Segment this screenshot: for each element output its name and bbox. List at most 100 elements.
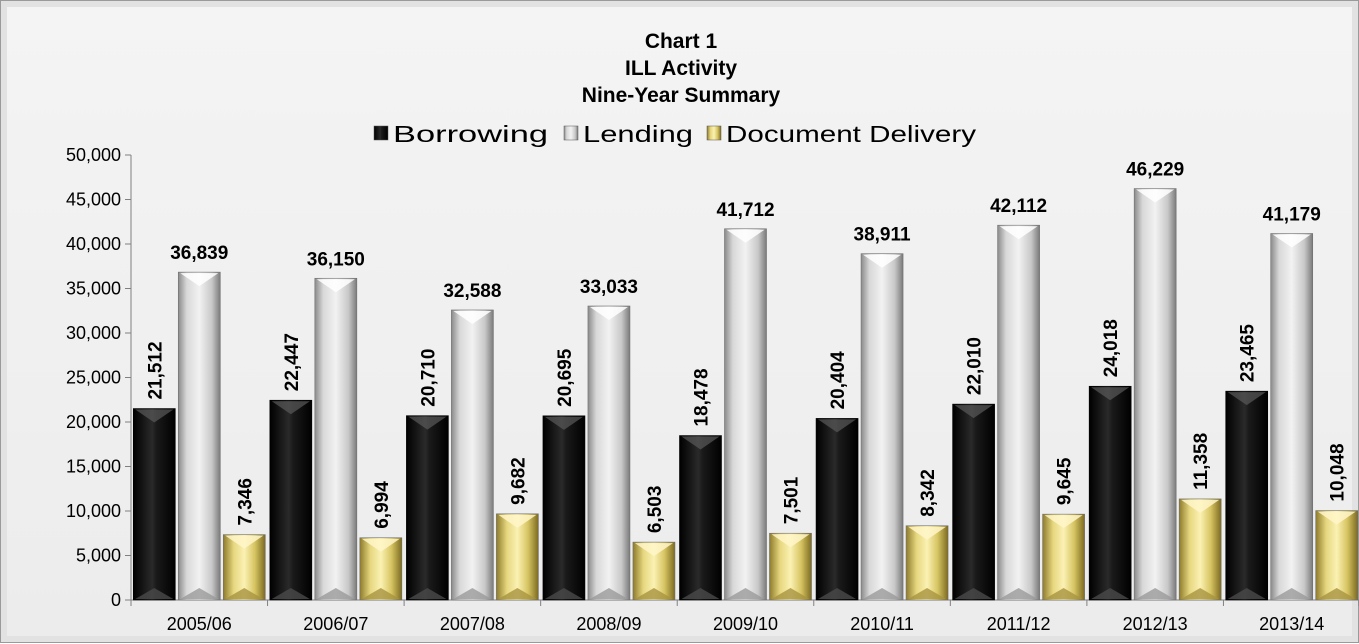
x-tick-label: 2008/09	[576, 614, 641, 634]
bar-bevel-top	[863, 254, 902, 268]
bar-borrowing	[952, 403, 995, 601]
bar-lending	[314, 277, 358, 601]
bar-bevel-top	[316, 279, 355, 293]
bar-bevel-top	[1227, 392, 1266, 406]
bar-bevel-top	[1136, 189, 1175, 203]
x-tick-label: 2005/06	[167, 614, 232, 634]
data-label-document-delivery: 7,501	[782, 476, 803, 524]
bar-bevel-bottom	[135, 588, 174, 599]
data-label-borrowing: 22,447	[282, 333, 303, 391]
bar-bevel-bottom	[225, 588, 264, 599]
data-label-lending: 32,588	[443, 281, 501, 302]
bar-bevel-top	[818, 419, 857, 433]
bar-bevel-top	[453, 310, 492, 324]
bar-bevel-top	[544, 416, 583, 430]
bar-bevel-bottom	[453, 588, 492, 599]
legend-swatch-borrowing	[373, 125, 389, 141]
bar-bevel-top	[498, 514, 537, 528]
bar-document-delivery	[496, 513, 539, 601]
chart-title-line-2: ILL Activity	[625, 57, 737, 80]
bar-bevel-bottom	[771, 588, 810, 599]
bar-bevel-bottom	[818, 588, 857, 599]
y-tick-label: 15,000	[66, 457, 121, 477]
x-tick-label: 2006/07	[303, 614, 368, 634]
bar-bevel-top	[681, 436, 720, 450]
legend-label-document-delivery: Document Delivery	[726, 121, 977, 147]
y-tick-label: 0	[111, 590, 121, 610]
data-label-lending: 46,229	[1126, 160, 1184, 181]
bar-bevel-bottom	[1272, 588, 1311, 599]
chart-title-line-1: Chart 1	[645, 30, 718, 53]
bar-document-delivery	[1178, 498, 1222, 601]
data-label-document-delivery: 8,342	[918, 469, 939, 517]
bar-document-delivery	[1042, 513, 1085, 601]
bar-bevel-bottom	[1044, 588, 1083, 599]
data-labels: 21,512 36,839 7,346 22,447 36,150 6,994 20,710…	[145, 160, 1348, 534]
bar-bevel-bottom	[1317, 588, 1356, 599]
bar-bevel-top	[999, 226, 1038, 240]
bar-bevel-bottom	[1227, 588, 1266, 599]
data-label-borrowing: 22,010	[965, 337, 986, 395]
y-tick-label: 40,000	[66, 234, 121, 254]
bar-lending	[587, 305, 631, 601]
bar-bevel-top	[726, 229, 765, 243]
bar-borrowing	[815, 418, 859, 601]
bar-bevel-bottom	[589, 588, 628, 599]
bar-bevel-top	[771, 534, 810, 548]
bar-borrowing	[542, 415, 586, 601]
bar-bevel-bottom	[863, 588, 902, 599]
bar-lending	[1133, 188, 1177, 601]
bar-bevel-bottom	[180, 588, 219, 599]
y-tick-label: 35,000	[66, 279, 121, 299]
bar-bevel-top	[1091, 387, 1130, 401]
x-tick-label: 2012/13	[1123, 614, 1188, 634]
bar-bevel-bottom	[408, 588, 447, 599]
bar-borrowing	[679, 435, 722, 601]
bar-lending	[860, 253, 904, 601]
data-label-lending: 36,150	[307, 249, 365, 270]
legend: Borrowing Lending Document Delivery	[373, 121, 977, 147]
bar-document-delivery	[1315, 510, 1359, 601]
bar-lending	[1270, 233, 1314, 601]
bar-bevel-bottom	[681, 588, 720, 599]
bar-lending	[997, 224, 1040, 601]
bar-bevel-top	[1181, 499, 1220, 513]
data-label-lending: 41,179	[1263, 205, 1321, 226]
bar-bevel-bottom	[361, 588, 400, 599]
data-label-lending: 36,839	[170, 243, 228, 264]
data-label-borrowing: 24,018	[1101, 319, 1122, 377]
y-tick-label: 5,000	[76, 546, 121, 566]
bar-bevel-bottom	[726, 588, 765, 599]
bar-bevel-bottom	[271, 588, 310, 599]
bar-bevel-top	[271, 401, 310, 415]
bar-bevel-top	[408, 416, 447, 430]
data-label-document-delivery: 7,346	[235, 478, 256, 526]
bar-bevel-top	[180, 273, 219, 287]
chart-title-line-3: Nine-Year Summary	[582, 84, 781, 107]
bar-borrowing	[132, 408, 176, 601]
bar-bevel-bottom	[908, 588, 947, 599]
x-tick-label: 2007/08	[440, 614, 505, 634]
x-tick-label: 2013/14	[1259, 614, 1324, 634]
data-label-lending: 42,112	[990, 196, 1047, 217]
data-label-borrowing: 20,695	[555, 348, 576, 407]
data-label-borrowing: 23,465	[1238, 324, 1259, 383]
data-label-borrowing: 20,710	[418, 349, 439, 407]
bar-bevel-top	[589, 307, 628, 321]
bar-lending	[177, 271, 221, 601]
data-label-document-delivery: 9,645	[1055, 457, 1076, 505]
y-tick-label: 20,000	[66, 412, 121, 432]
x-tick-label: 2010/11	[850, 614, 914, 634]
x-axis: 2005/06 2006/07 2007/08 2008/09 2009/10 2010/…	[130, 599, 1359, 634]
data-label-document-delivery: 6,503	[645, 486, 666, 534]
bar-bevel-top	[954, 405, 993, 419]
x-tick-label: 2011/12	[987, 614, 1051, 634]
data-label-document-delivery: 6,994	[372, 481, 393, 529]
legend-label-lending: Lending	[583, 121, 693, 147]
bar-bevel-top	[361, 538, 400, 552]
bar-bevel-top	[908, 526, 947, 540]
bar-lending	[451, 309, 494, 601]
legend-swatch-lending	[563, 125, 579, 141]
